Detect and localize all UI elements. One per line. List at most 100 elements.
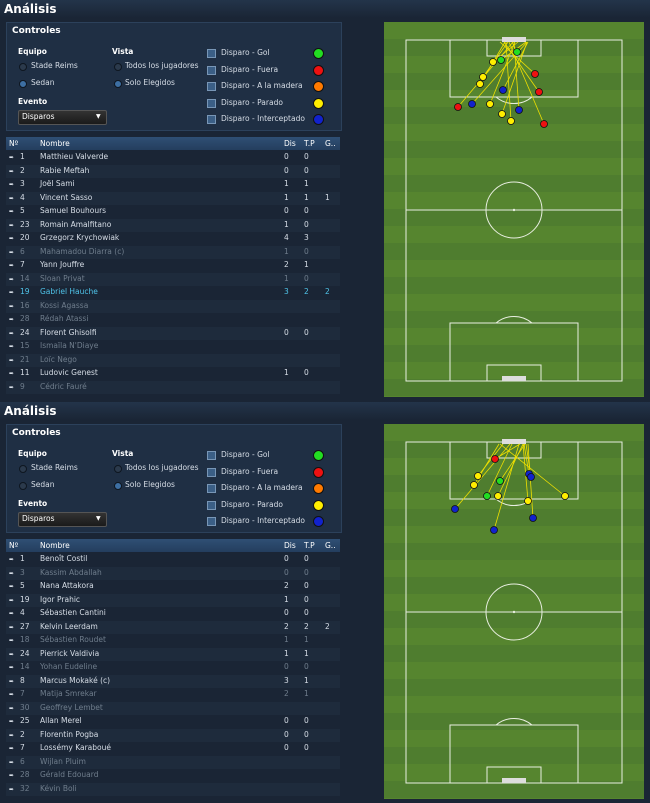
row-icon: ➨ [9,262,15,269]
table-cell: 1 [20,152,25,161]
vista-option[interactable]: Todos los jugadores [125,61,199,70]
shot [513,48,521,56]
legend-label[interactable]: Disparo - Interceptado [221,114,305,123]
legend-label[interactable]: Disparo - Fuera [221,466,279,476]
shot [490,526,498,534]
stripe [384,492,644,509]
table-header-cell: Dis [284,541,296,550]
checkbox[interactable] [207,82,216,91]
legend-label[interactable]: Disparo - Parado [221,499,283,509]
table-cell: Ludovic Genest [40,368,98,377]
checkbox[interactable] [207,451,216,460]
controls-title: Controles [12,428,61,438]
shot [499,86,507,94]
radio[interactable] [114,80,122,88]
table-cell: 0 [284,165,289,175]
table-cell: Florentin Pogba [40,729,99,739]
table-cell: Marcus Mokaké (c) [40,675,111,685]
table-cell: 19 [20,594,30,604]
table-cell: 1 [284,594,289,604]
goal-top [502,37,526,42]
table-cell: 0 [284,206,289,215]
team-option[interactable]: Stade Reims [31,463,78,472]
radio[interactable] [19,465,27,473]
shot [498,110,506,118]
table-cell: 2 [20,729,25,739]
checkbox[interactable] [207,115,216,124]
table-cell: 0 [304,743,309,752]
legend-label[interactable]: Disparo - Interceptado [221,516,305,525]
vista-option[interactable]: Solo Elegidos [125,480,175,489]
checkbox[interactable] [207,98,216,108]
dropdown[interactable] [18,110,107,125]
dropdown[interactable] [18,512,107,527]
radio[interactable] [19,63,27,71]
table-cell: Samuel Bouhours [40,206,107,215]
table-cell: Allan Merel [40,716,82,725]
table-cell: 4 [20,608,25,617]
table-header-cell: G.. [325,541,336,550]
checkbox[interactable] [207,484,216,493]
stripe [384,594,644,611]
stripe [384,424,644,441]
vista-label: Vista [112,449,134,458]
table-cell: 0 [304,273,309,283]
table-cell: 1 [304,179,309,188]
table-cell: Romain Amalfitano [40,219,112,229]
vista-option[interactable]: Todos los jugadores [125,463,199,472]
table-cell: 32 [20,783,30,793]
table-cell: Yann Jouffre [40,260,85,269]
stripe [384,458,644,475]
row-icon: ➨ [9,556,15,563]
stripe [384,22,644,39]
checkbox[interactable] [207,500,216,510]
table-cell: 0 [284,729,289,739]
checkbox[interactable] [207,49,216,58]
goal-bottom [502,376,526,381]
table-cell: 4 [284,233,289,242]
legend-label[interactable]: Disparo - Gol [221,48,270,57]
team-option[interactable]: Sedan [31,480,55,489]
radio[interactable] [19,80,27,88]
table-cell: 23 [20,219,30,229]
legend-label[interactable]: Disparo - A la madera [221,81,303,90]
table-cell: 15 [20,341,30,350]
table-header-cell: Dis [284,139,296,148]
radio[interactable] [19,482,27,490]
table-cell: 6 [20,246,25,256]
legend-label[interactable]: Disparo - A la madera [221,483,303,492]
radio[interactable] [114,63,122,71]
checkbox[interactable] [207,467,216,477]
shot-line [503,41,540,93]
shot [527,473,535,481]
checkbox[interactable] [207,65,216,75]
legend-label[interactable]: Disparo - Gol [221,450,270,459]
stripe [384,192,644,209]
table-cell: 14 [20,273,30,283]
shot [497,56,505,64]
table-header-cell: T.P [304,139,315,148]
team-option[interactable]: Sedan [31,78,55,87]
table-cell: 0 [284,608,289,617]
table-cell: 3 [20,567,25,577]
radio[interactable] [114,465,122,473]
table-cell: Mahamadou Diarra (c) [40,246,125,256]
shot [454,103,462,111]
radio[interactable] [114,482,122,490]
table-cell: 2 [284,581,289,590]
legend-label[interactable]: Disparo - Fuera [221,64,279,74]
legend-label[interactable]: Disparo - Parado [221,97,283,107]
legend-dot [313,499,324,511]
table-cell: Loïc Nego [40,354,77,364]
table-cell: Kossi Agassa [40,300,89,310]
checkbox[interactable] [207,517,216,526]
pitch [384,22,644,397]
vista-option[interactable]: Solo Elegidos [125,78,175,87]
row-icon: ➨ [9,691,15,698]
table-cell: 0 [284,554,289,563]
table-cell: 1 [325,192,330,202]
title-bar [0,0,650,18]
table-cell: Nana Attakora [40,581,94,590]
stripe [384,124,644,141]
team-option[interactable]: Stade Reims [31,61,78,70]
